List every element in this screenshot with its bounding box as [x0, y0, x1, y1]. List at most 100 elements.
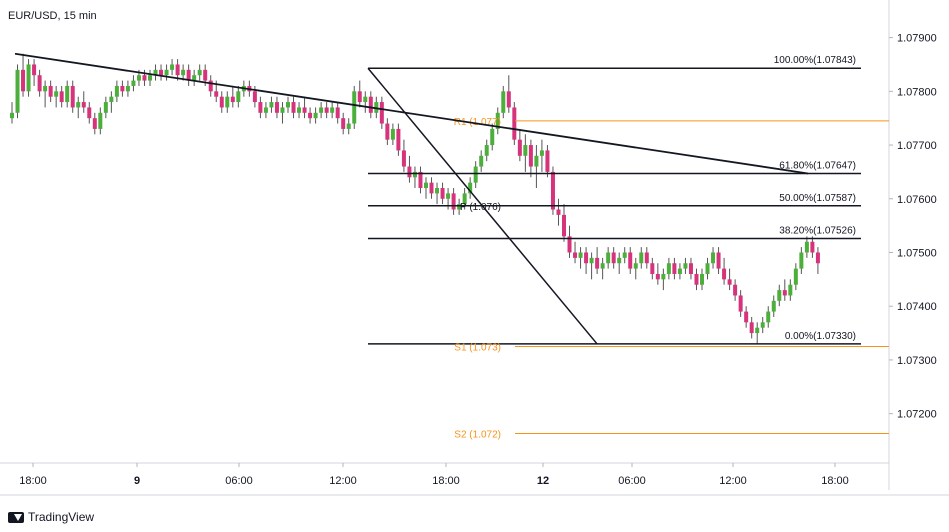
candle-body	[15, 69, 20, 113]
x-tick-label: 18:00	[432, 475, 460, 487]
candle-body	[379, 102, 384, 124]
tradingview-logo[interactable]: TradingView	[8, 510, 94, 524]
candle-body	[330, 107, 335, 113]
candle-body	[484, 145, 489, 156]
candle-body	[87, 107, 92, 119]
y-tick-label: 1.07200	[897, 409, 937, 421]
candle-body	[650, 263, 655, 274]
candle-body	[766, 311, 771, 323]
candle-body	[490, 128, 495, 146]
candle-body	[32, 64, 37, 76]
candle-body	[236, 91, 241, 103]
candle-body	[744, 311, 749, 323]
candle-body	[341, 118, 346, 129]
fibonacci-levels: 100.00%(1.07843) 61.80%(1.07647) 50.00%(1.…	[368, 55, 861, 345]
x-tick-label: 9	[134, 475, 140, 487]
drawn-lines	[14, 52, 809, 345]
candle-body	[291, 102, 296, 113]
fib-level-label: 38.20%(1.07526)	[779, 226, 856, 237]
y-tick-label: 1.07800	[897, 86, 937, 98]
candle-body	[589, 257, 594, 264]
candle-body	[644, 252, 649, 264]
candle-body	[26, 64, 31, 92]
candle-body	[286, 102, 290, 108]
candle-body	[661, 273, 666, 280]
candle-body	[799, 252, 804, 269]
candle-body	[672, 263, 677, 274]
candle-body	[567, 236, 572, 253]
candle-body	[418, 171, 423, 189]
candle-body	[21, 69, 26, 92]
fib-level-label: 100.00%(1.07843)	[774, 55, 856, 66]
candle-body	[70, 85, 75, 108]
candle-body	[59, 91, 64, 103]
candle-body	[92, 118, 97, 129]
candle-body	[263, 107, 268, 113]
candle-body	[440, 188, 445, 199]
candle-body	[539, 150, 544, 156]
candle-body	[197, 69, 202, 76]
symbol-title: EUR/USD, 15 min	[8, 10, 97, 22]
candle-body	[302, 107, 307, 113]
candle-body	[10, 112, 14, 119]
candle-body	[153, 69, 158, 76]
candle-body	[214, 91, 219, 97]
y-tick-label: 1.07700	[897, 140, 937, 152]
candle-body	[114, 85, 119, 97]
candle-body	[501, 91, 506, 113]
candle-body	[578, 252, 583, 258]
candle-body	[269, 102, 274, 108]
candle-body	[727, 279, 732, 285]
candle-body	[633, 263, 638, 269]
price-axis[interactable]: 1.07900 1.07800 1.07700 1.07600 1.07500 1.074…	[889, 33, 937, 421]
candle-body	[556, 209, 561, 215]
x-tick-label: 12:00	[329, 475, 357, 487]
candle-body	[230, 96, 235, 103]
candle-body	[103, 102, 108, 113]
candle-body	[54, 91, 59, 97]
candle-body	[462, 193, 467, 205]
candle-body	[506, 91, 511, 108]
candle-body	[65, 85, 70, 103]
candle-body	[760, 322, 765, 328]
plot-background	[0, 0, 889, 462]
y-tick-label: 1.07300	[897, 355, 937, 367]
x-tick-label: 12:00	[719, 475, 747, 487]
candle-body	[313, 112, 318, 119]
candle-body	[793, 268, 798, 285]
candle-body	[677, 268, 682, 274]
candle-body	[733, 284, 738, 296]
candle-body	[225, 96, 230, 108]
pivot-levels: R1 (1.077) P (1.076) S1 (1.073) S2 (1.072)	[454, 117, 889, 441]
time-axis[interactable]: 18:00 9 06:00 12:00 18:00 12 06:00 12:00 18:00	[19, 463, 849, 487]
candle-body	[815, 252, 820, 264]
candle-body	[694, 273, 699, 285]
candle-body	[782, 290, 787, 296]
candle-body	[804, 241, 809, 253]
candle-body	[606, 252, 611, 264]
candle-body	[688, 263, 693, 274]
candle-body	[639, 252, 644, 264]
candle-body	[528, 145, 533, 167]
x-tick-label: 06:00	[225, 475, 253, 487]
branding-text: TradingView	[28, 510, 95, 524]
candle-body	[412, 171, 417, 178]
candle-body	[125, 85, 130, 92]
candle-body	[600, 263, 605, 269]
x-tick-label: 18:00	[821, 475, 849, 487]
candle-body	[208, 80, 213, 92]
candle-body	[203, 69, 208, 81]
candle-body	[517, 139, 522, 156]
fib-level-label: 61.80%(1.07647)	[779, 161, 856, 172]
candle-body	[357, 91, 362, 103]
candle-body	[534, 155, 539, 167]
pivot-level-label: S2 (1.072)	[454, 430, 501, 441]
candle-body	[368, 96, 373, 113]
candle-body	[324, 107, 329, 113]
candle-body	[617, 257, 622, 264]
candle-body	[335, 107, 340, 119]
candle-body	[705, 263, 710, 274]
x-tick-label: 06:00	[618, 475, 646, 487]
candle-body	[48, 85, 53, 97]
